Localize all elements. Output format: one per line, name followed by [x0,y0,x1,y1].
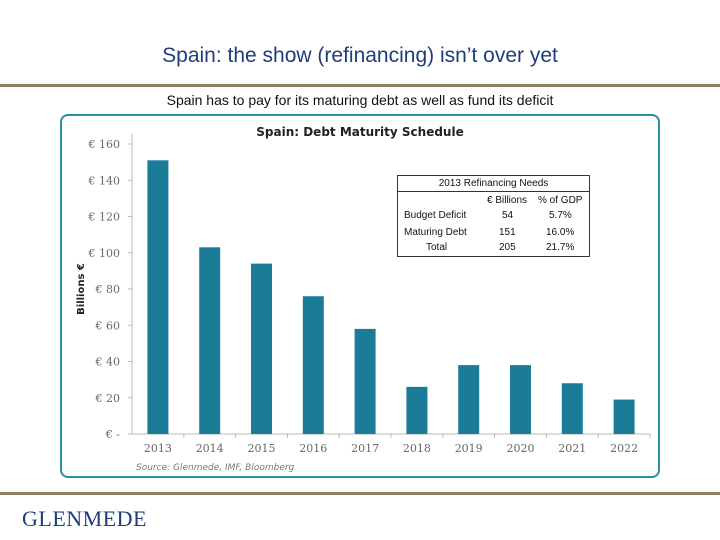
bar [147,160,169,434]
bar [251,263,272,434]
y-tick-label: € - [105,428,120,441]
table-row-label: Budget Deficit [404,210,467,221]
x-tick-label: 2022 [610,442,638,455]
table-row-gdp: 5.7% [549,210,572,221]
refinancing-needs-table: 2013 Refinancing Needs € Billions % of G… [397,175,590,257]
bar [406,386,428,434]
x-tick-label: 2013 [144,442,172,455]
y-tick-label: € 80 [95,283,121,296]
y-tick-label: € 140 [88,174,121,187]
bar [561,383,583,434]
table-row-gdp: 16.0% [546,227,575,238]
title-divider [0,84,720,87]
bar [199,247,221,434]
slide-subtitle: Spain has to pay for its maturing debt a… [166,92,554,108]
table-row-billions: 151 [499,227,516,238]
chart-panel: Spain: Debt Maturity Schedule Billions € €… [60,114,660,478]
chart-title: Spain: Debt Maturity Schedule [256,125,463,139]
x-tick-label: 2020 [507,442,535,455]
table-title: 2013 Refinancing Needs [438,178,549,189]
table-row-billions: 205 [499,242,516,253]
y-tick-label: € 100 [88,247,121,260]
y-tick-label: € 40 [95,356,121,369]
bar [354,328,376,434]
table-row-label: Total [426,242,448,253]
x-tick-label: 2015 [248,442,276,455]
bar [510,365,531,434]
table-header-gdp: % of GDP [538,195,583,206]
glenmede-logo: GLENMEDE [22,506,147,531]
table-row-label: Maturing Debt [404,227,467,238]
y-tick-label: € 120 [88,211,121,224]
y-tick-label: € 20 [95,392,121,405]
y-tick-label: € 160 [88,138,121,151]
x-tick-label: 2021 [558,442,586,455]
x-tick-label: 2017 [351,442,379,455]
footer-divider [0,492,720,495]
slide-title: Spain: the show (refinancing) isn’t over… [162,44,558,67]
x-tick-label: 2019 [455,442,483,455]
table-title-divider [398,191,589,192]
y-tick-label: € 60 [95,319,121,332]
x-tick-label: 2014 [196,442,224,455]
table-header-billions: € Billions [487,195,528,206]
x-tick-label: 2016 [299,442,327,455]
bar [302,296,324,434]
y-axis-label: Billions € [76,263,87,315]
chart-source-note: Source: Glenmede, IMF, Bloomberg [136,463,295,473]
bar [613,399,635,434]
table-row-gdp: 21.7% [546,242,575,253]
table-row-billions: 54 [502,210,514,221]
bar [458,365,480,434]
x-tick-label: 2018 [403,442,431,455]
